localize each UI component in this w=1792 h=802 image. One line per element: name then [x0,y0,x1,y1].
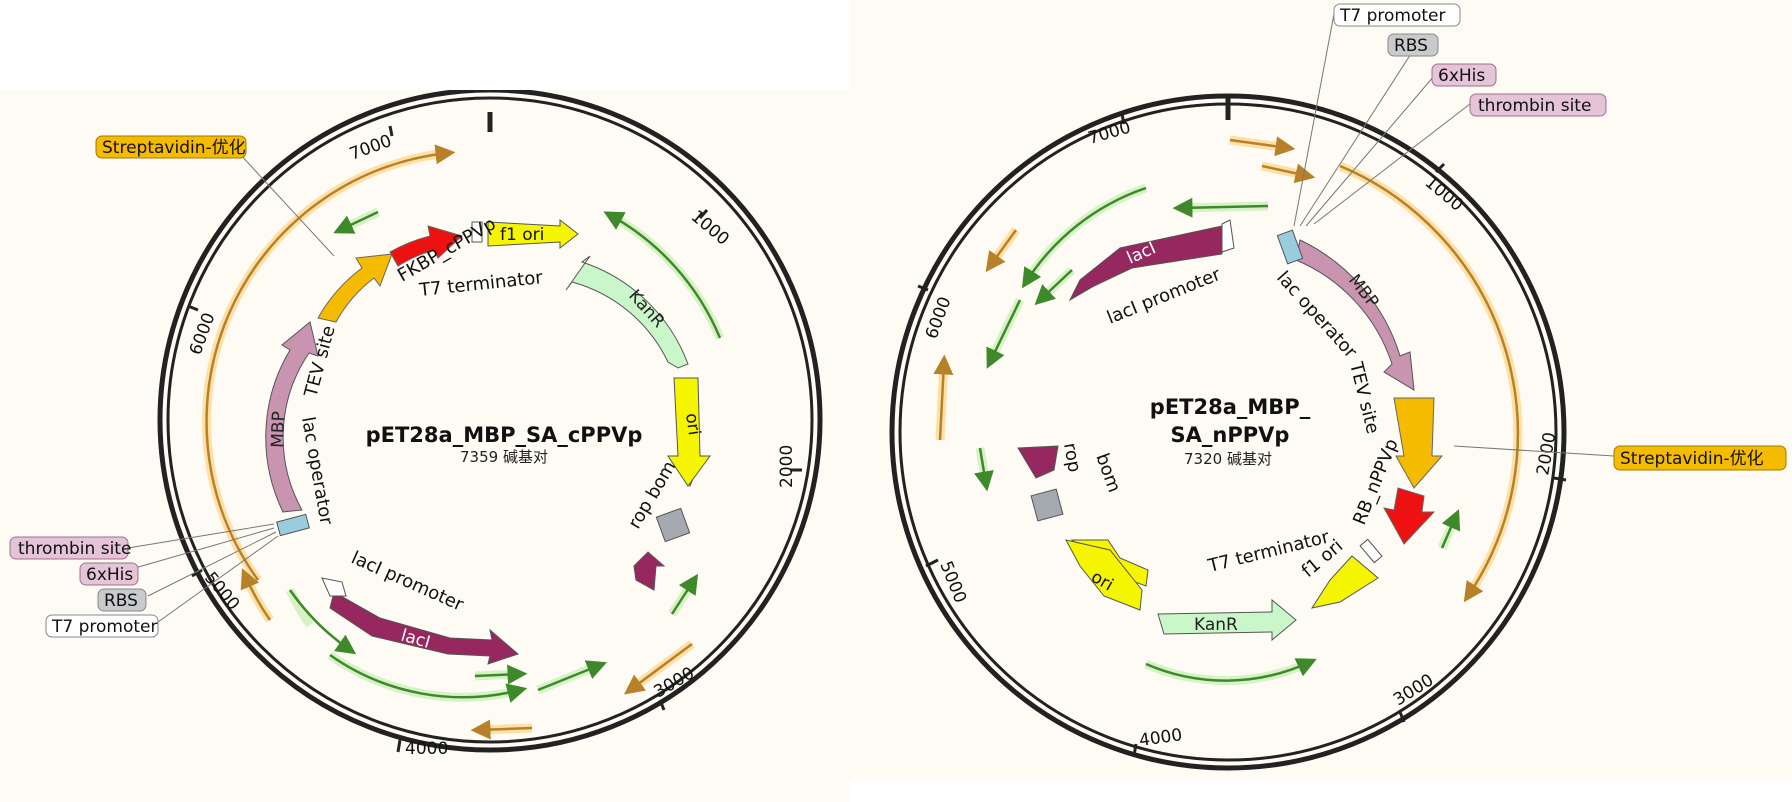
backbone-outer [889,93,1567,771]
svg-text:thrombin site: thrombin site [1478,96,1591,116]
label-t7-terminator: T7 terminator [417,267,544,301]
svg-text:T7 promoter: T7 promoter [1339,6,1446,26]
svg-text:Streptavidin-优化: Streptavidin-优化 [1620,449,1764,469]
feature-f1-ori-label: f1 ori [500,225,544,245]
callout-rbs [97,588,147,612]
feature-kanr-label: KanR [1194,615,1238,635]
feature-streptavidin [317,253,393,323]
svg-text:RBS: RBS [1394,36,1428,56]
tick-1000: 1000 [1421,173,1467,216]
feature-mbp [1295,239,1415,391]
feature-rb-nppvp [1383,487,1436,545]
feature-laci-promoter [321,577,347,597]
feature-laci-promoter [1221,219,1235,253]
feature-ori-label: ori [681,412,704,437]
plasmid-map-right-svg: 1000 2000 3000 4000 5000 6000 7000 lacI … [889,3,1787,771]
callout-t7-promoter [45,614,159,638]
map-title: pET28a_MBP_SA_cPPVp [366,423,643,447]
feature-laci [329,591,519,665]
callout-6xhis [79,562,139,586]
svg-text:T7 promoter: T7 promoter [51,617,158,637]
feature-mbp [265,321,319,513]
callout-thrombin-site [9,536,129,560]
label-rop: rop [1059,441,1085,474]
label-laci-promoter: lacI promoter [348,547,467,615]
feature-laci [1068,225,1223,302]
svg-text:6xHis: 6xHis [1438,66,1485,86]
feature-kanr [565,255,689,369]
callout-rbs [1387,33,1439,57]
feature-fkbp-cppvp [389,225,463,267]
map-size: 7320 碱基对 [1184,450,1272,468]
svg-text:Streptavidin-优化: Streptavidin-优化 [102,138,246,158]
plasmid-map-left-svg: 1000 2000 3000 4000 5000 6000 7000 MBP f… [9,90,823,759]
map-title-line2: SA_nPPVp [1171,423,1290,447]
plasmid-map-left: 1000 2000 3000 4000 5000 6000 7000 MBP f… [0,90,850,802]
label-bom: bom [1091,451,1124,496]
feature-bom [655,507,691,543]
feature-f1-ori [1310,555,1379,609]
feature-t7-terminator [1359,538,1383,564]
map-title-line1: pET28a_MBP_ [1150,395,1311,419]
tick-4000: 4000 [405,739,448,759]
callout-streptavidin [1613,445,1787,471]
feature-rop [1017,445,1059,479]
feature-kanr [1157,598,1297,642]
tick-1000: 1000 [687,207,733,250]
label-tev-site: TEV site [1345,359,1383,436]
label-lac-operator: lac operator [297,415,337,527]
plasmid-map-right: 1000 2000 3000 4000 5000 6000 7000 lacI … [850,0,1792,780]
feature-lac-operator [1276,229,1304,265]
tick-3000: 3000 [1390,670,1437,710]
feature-t7-terminator [471,221,483,243]
label-rop: rop [624,496,657,532]
tick-7000: 7000 [347,131,394,165]
feature-bom [1030,488,1064,522]
tick-5000: 5000 [935,558,970,606]
callout-thrombin-site [1469,93,1607,117]
label-laci-promoter: lacI promoter [1104,264,1224,329]
tick-2000: 2000 [1533,431,1560,477]
feature-lac-operator [276,513,310,537]
svg-text:thrombin site: thrombin site [18,539,131,559]
feature-rop [633,551,666,591]
map-size: 7359 碱基对 [460,448,548,466]
callout-streptavidin [95,135,247,159]
backbone-inner [166,96,814,744]
tick-4000: 4000 [1138,725,1184,751]
feature-f1-ori [487,218,579,250]
callout-t7-promoter [1333,3,1461,27]
feature-mbp-label: MBP [268,411,289,448]
svg-text:6xHis: 6xHis [86,565,133,585]
tick-2000: 2000 [777,445,797,488]
callout-6xhis [1431,63,1497,87]
feature-streptavidin [1393,397,1444,489]
feature-laci-label: lacI [399,626,433,653]
backbone-outer [157,90,823,753]
svg-text:RBS: RBS [104,591,138,611]
